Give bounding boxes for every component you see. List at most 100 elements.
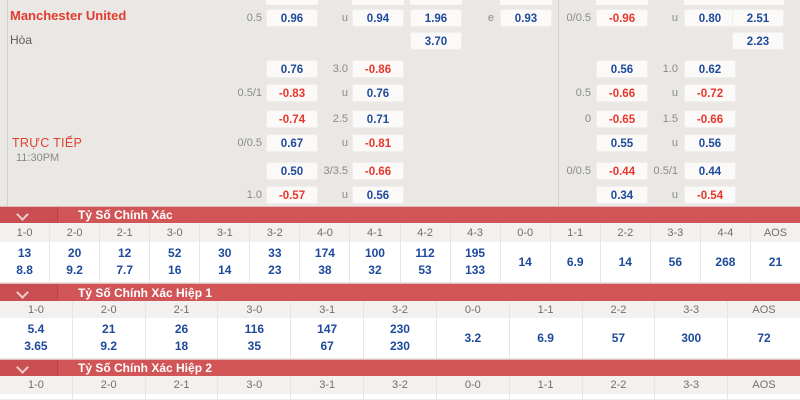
score-odds-row: 5.4 3.65 21 9.2 26 18 116 35 147 67 230 230 3.2 6.9 57…	[0, 318, 800, 359]
odds-cell-partial	[352, 0, 404, 5]
odds-cell[interactable]: 0.93	[500, 9, 552, 27]
odds-cell[interactable]: 0.55	[596, 134, 648, 152]
odds-cell[interactable]: -0.57	[266, 186, 318, 204]
odds-cell[interactable]: 0.44	[684, 162, 736, 180]
odds-cell[interactable]: 0.67	[266, 134, 318, 152]
handicap-label: u	[341, 137, 348, 149]
score-odds-cell[interactable]: 5.4 3.65	[0, 318, 72, 358]
odds-cell[interactable]: 0.56	[352, 186, 404, 204]
score-column-header: 2-2	[581, 301, 655, 318]
score-odds-cell[interactable]: 14	[499, 242, 550, 282]
score-odds-cell[interactable]: 12 7.7	[99, 242, 149, 282]
team-name: Manchester United	[10, 8, 127, 23]
odds-cell[interactable]: 3.70	[410, 32, 462, 50]
handicap-label: u	[341, 12, 348, 24]
live-badge: TRỰC TIẾP	[12, 136, 83, 150]
odds-value: 67	[320, 339, 334, 353]
score-odds-cell[interactable]: 14	[599, 242, 650, 282]
score-odds-cell[interactable]: 33 23	[249, 242, 299, 282]
odds-cell[interactable]: 1.96	[410, 9, 462, 27]
score-odds-cell[interactable]: 300	[654, 318, 727, 358]
score-odds-cell[interactable]: 13 8.8	[0, 242, 49, 282]
score-odds-cell[interactable]: 72	[727, 318, 800, 358]
score-column-header: 3-3	[649, 223, 700, 242]
collapse-toggle[interactable]	[0, 284, 58, 301]
section-header-bar[interactable]: Tỷ Số Chính Xác Hiệp 2	[0, 359, 800, 376]
score-odds-cell[interactable]: 21	[749, 242, 800, 282]
score-odds-cell[interactable]: 268	[699, 242, 750, 282]
odds-cell[interactable]: 0.62	[684, 60, 736, 78]
collapse-toggle[interactable]	[0, 360, 58, 376]
score-odds-cell[interactable]: 100 32	[349, 242, 399, 282]
score-column-header: 3-3	[654, 376, 727, 394]
score-odds-cell[interactable]: 116 35	[217, 318, 290, 358]
score-odds-cell[interactable]: 52 16	[149, 242, 199, 282]
odds-cell[interactable]: 2.51	[732, 9, 784, 27]
score-column-header: 3-1	[199, 223, 249, 242]
score-odds-cell[interactable]: 174 38	[299, 242, 349, 282]
odds-cell[interactable]: -0.44	[596, 162, 648, 180]
chevron-down-icon	[16, 285, 29, 299]
score-odds-cell[interactable]: 56	[649, 242, 700, 282]
odds-cell[interactable]: 0.50	[266, 162, 318, 180]
score-odds-cell[interactable]: 57	[581, 318, 655, 358]
handicap-label: 3/3.5	[323, 165, 348, 177]
odds-value: 100	[364, 246, 385, 260]
odds-cell[interactable]: -0.54	[684, 186, 736, 204]
score-odds-cell[interactable]: 195 133	[449, 242, 500, 282]
score-odds-cell[interactable]: 26 18	[144, 318, 218, 358]
score-column-header: 0-0	[435, 301, 509, 318]
odds-value: 18	[174, 339, 189, 353]
odds-cell[interactable]: -0.74	[266, 110, 318, 128]
odds-cell[interactable]: -0.72	[684, 84, 736, 102]
odds-cell[interactable]: -0.66	[352, 162, 404, 180]
odds-value: 57	[611, 330, 626, 345]
handicap-label: 3.0	[332, 63, 348, 75]
odds-cell[interactable]: 2.23	[732, 32, 784, 50]
odds-cell[interactable]: 0.80	[684, 9, 736, 27]
score-column-header: 3-0	[217, 301, 290, 318]
odds-cell[interactable]: -0.66	[684, 110, 736, 128]
odds-cell[interactable]: 0.56	[596, 60, 648, 78]
odds-value: 14	[218, 263, 232, 277]
section-header-bar[interactable]: Tỷ Số Chính Xác Hiệp 1	[0, 283, 800, 301]
score-odds-cell-empty	[290, 394, 363, 399]
odds-value: 230	[389, 322, 410, 336]
odds-cell[interactable]: -0.86	[352, 60, 404, 78]
score-odds-cell[interactable]: 3.2	[435, 318, 509, 358]
odds-cell-partial	[410, 0, 462, 5]
score-column-header: 3-3	[654, 301, 727, 318]
score-odds-cell[interactable]: 30 14	[199, 242, 249, 282]
odds-cell[interactable]: -0.65	[596, 110, 648, 128]
score-odds-cell[interactable]: 147 67	[290, 318, 363, 358]
score-column-header: 4-4	[699, 223, 750, 242]
odds-cell[interactable]: 0.71	[352, 110, 404, 128]
odds-cell[interactable]: 0.76	[352, 84, 404, 102]
score-odds-cell[interactable]: 6.9	[508, 318, 582, 358]
section-title: Tỷ Số Chính Xác Hiệp 1	[78, 286, 213, 300]
section-header-bar[interactable]: Tỷ Số Chính Xác	[0, 206, 800, 223]
odds-value: 35	[247, 339, 262, 353]
odds-value: 16	[168, 263, 182, 277]
odds-cell[interactable]: 0.56	[684, 134, 736, 152]
odds-cell[interactable]: -0.81	[352, 134, 404, 152]
score-odds-cell[interactable]: 20 9.2	[49, 242, 99, 282]
handicap-label: 0.5/1	[653, 165, 678, 177]
odds-value: 112	[415, 246, 435, 260]
odds-cell[interactable]: 0.34	[596, 186, 648, 204]
score-odds-cell[interactable]: 6.9	[549, 242, 600, 282]
odds-cell[interactable]: 0.96	[266, 9, 318, 27]
odds-value: 6.9	[537, 330, 554, 345]
odds-cell[interactable]: -0.96	[596, 9, 648, 27]
odds-cell[interactable]: -0.83	[266, 84, 318, 102]
odds-cell[interactable]: -0.66	[596, 84, 648, 102]
odds-cell[interactable]: 0.76	[266, 60, 318, 78]
odds-cell[interactable]: 0.94	[352, 9, 404, 27]
score-odds-cell[interactable]: 21 9.2	[71, 318, 145, 358]
score-odds-cell[interactable]: 112 53	[399, 242, 450, 282]
score-odds-cell[interactable]: 230 230	[363, 318, 436, 358]
chevron-down-icon	[16, 361, 29, 374]
collapse-toggle[interactable]	[0, 207, 58, 223]
handicap-label: 0.5	[575, 87, 591, 99]
score-header-row: 1-0 2-0 2-1 3-0 3-1 3-2 0-0 1-1 2-2 3-3 AOS	[0, 376, 800, 394]
